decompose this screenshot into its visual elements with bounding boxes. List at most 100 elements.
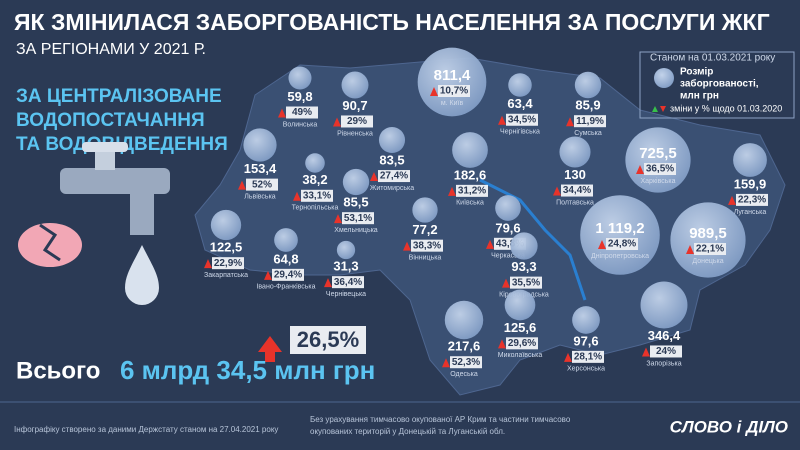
region-bubble bbox=[412, 197, 438, 223]
region-value: 79,6 bbox=[495, 220, 520, 235]
legend-arrow-up bbox=[652, 106, 658, 112]
change-box bbox=[246, 178, 278, 191]
region-bubble bbox=[210, 209, 242, 241]
region-bubble bbox=[625, 127, 691, 193]
change-arrow bbox=[333, 117, 341, 127]
region-change: 34,4% bbox=[563, 185, 591, 196]
change-arrow bbox=[430, 87, 438, 96]
region-name: Луганська bbox=[734, 209, 767, 216]
region-change: 22,1% bbox=[696, 244, 724, 255]
region-bubble bbox=[495, 195, 521, 221]
region-value: 38,2 bbox=[302, 172, 327, 187]
subtitle: ЗА РЕГІОНАМИ У 2021 Р. bbox=[16, 41, 206, 58]
region-value: 811,4 bbox=[434, 67, 471, 84]
legend-change: зміни у % щодо 01.03.2020 bbox=[670, 103, 782, 113]
region-value: 159,9 bbox=[734, 176, 767, 191]
region-change: 31,2% bbox=[458, 186, 486, 197]
region-name: Одеська bbox=[450, 371, 478, 378]
region-name: Волинська bbox=[283, 121, 318, 128]
region-name: Львівська bbox=[244, 192, 276, 200]
change-box bbox=[561, 184, 593, 197]
region-bubble bbox=[305, 153, 325, 173]
region-change: 22,9% bbox=[214, 258, 242, 269]
note: окупованих територій у Донецькій та Луга… bbox=[310, 427, 505, 436]
region-value: 130 bbox=[564, 167, 586, 182]
change-arrow bbox=[642, 347, 650, 357]
region-bubble bbox=[274, 228, 298, 252]
change-box bbox=[506, 337, 538, 350]
region-change: 49% bbox=[292, 107, 312, 118]
region-name: Вінницька bbox=[409, 254, 442, 262]
region-name: Миколаївська bbox=[498, 352, 543, 359]
region-value: 346,4 bbox=[648, 328, 681, 343]
region-bubble bbox=[452, 132, 488, 168]
change-arrow bbox=[238, 180, 246, 190]
source: Інфографіку створено за даними Держстату… bbox=[14, 425, 278, 434]
change-arrow bbox=[564, 352, 572, 362]
region-value: 64,8 bbox=[273, 251, 298, 266]
region-change: 28,1% bbox=[574, 352, 602, 363]
change-box bbox=[644, 163, 676, 175]
region-change: 24,8% bbox=[608, 239, 636, 250]
change-arrow bbox=[486, 239, 494, 249]
change-box bbox=[650, 345, 682, 358]
region-value: 725,5 bbox=[639, 145, 677, 162]
region-name: Хмельницька bbox=[334, 227, 378, 234]
change-box bbox=[378, 170, 410, 183]
change-arrow bbox=[686, 245, 694, 254]
change-box bbox=[438, 85, 470, 97]
change-arrow bbox=[598, 240, 606, 249]
region-bubble bbox=[444, 300, 484, 340]
region-change: 52% bbox=[252, 179, 272, 190]
change-arrow bbox=[498, 339, 506, 349]
change-box bbox=[736, 193, 768, 206]
total-change-box bbox=[290, 326, 366, 354]
change-arrow bbox=[636, 165, 644, 174]
change-arrow bbox=[566, 117, 574, 127]
region-change: 11,9% bbox=[576, 116, 604, 127]
region-bubble bbox=[572, 306, 600, 334]
region-bubble bbox=[243, 128, 277, 162]
change-arrow bbox=[553, 186, 561, 196]
region-value: 125,6 bbox=[504, 320, 537, 335]
total-change: 26,5% bbox=[297, 327, 359, 352]
region-change: 38,3% bbox=[413, 240, 441, 251]
region-bubble bbox=[336, 240, 356, 260]
change-box bbox=[411, 239, 443, 252]
region-value: 153,4 bbox=[244, 161, 277, 176]
region-bubble bbox=[733, 143, 767, 177]
region-value: 989,5 bbox=[689, 225, 727, 242]
legend-arrow-down bbox=[660, 106, 666, 112]
region-bubble bbox=[417, 47, 487, 117]
region-name: Житомирська bbox=[370, 185, 414, 192]
change-arrow bbox=[264, 270, 272, 280]
legend-size: млн грн bbox=[680, 91, 719, 102]
region-name: Сумська bbox=[574, 130, 602, 137]
region-name: Київська bbox=[456, 200, 484, 207]
region-bubble bbox=[288, 66, 312, 90]
region-value: 182,6 bbox=[454, 167, 487, 182]
region-name: Тернопільська bbox=[292, 204, 339, 212]
region-value: 77,2 bbox=[412, 222, 437, 237]
legend-box bbox=[639, 51, 795, 119]
region-change: 36,4% bbox=[334, 277, 362, 288]
region-change: 34,5% bbox=[508, 114, 536, 125]
region-change: 33,1% bbox=[303, 190, 331, 201]
region-change: 29% bbox=[347, 116, 367, 127]
region-name: Полтавська bbox=[556, 199, 594, 206]
region-value: 85,5 bbox=[343, 195, 368, 210]
region-change: 29,6% bbox=[508, 338, 536, 349]
region-value: 1 119,2 bbox=[595, 220, 644, 237]
region-value: 85,9 bbox=[575, 98, 600, 113]
region-value: 83,5 bbox=[379, 152, 404, 167]
change-arrow bbox=[370, 172, 378, 182]
change-arrow bbox=[728, 195, 736, 205]
total-label: Всього bbox=[16, 357, 100, 384]
legend-size: Розмір bbox=[680, 67, 713, 78]
change-box bbox=[572, 350, 604, 363]
region-change: 53,1% bbox=[344, 213, 372, 224]
region-name: Харківська bbox=[641, 177, 676, 185]
change-arrow bbox=[502, 278, 510, 288]
change-arrow bbox=[293, 191, 301, 201]
